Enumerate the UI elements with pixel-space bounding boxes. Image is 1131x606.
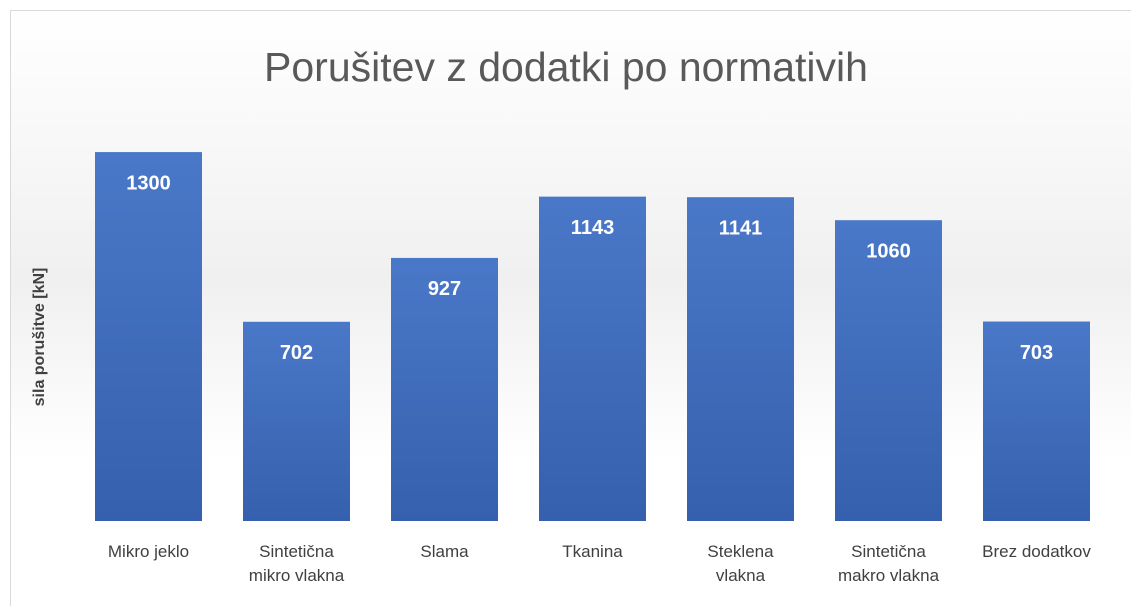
data-label: 1141 <box>719 217 762 239</box>
data-label: 1300 <box>126 172 171 194</box>
data-label: 702 <box>280 342 313 364</box>
bar <box>687 197 794 521</box>
bar <box>539 196 646 521</box>
bar <box>835 220 942 522</box>
x-tick-label: Slama <box>420 542 469 561</box>
chart-title: Porušitev z dodatki po normativih <box>264 44 868 90</box>
data-label: 927 <box>428 278 461 300</box>
data-label: 1143 <box>571 217 614 239</box>
bar <box>95 152 202 522</box>
data-label: 1060 <box>866 240 911 262</box>
bar <box>243 321 350 521</box>
bar <box>391 257 498 521</box>
x-tick-label: Sintetična makro vlakna <box>837 542 940 585</box>
x-tick-label: Tkanina <box>562 542 623 561</box>
x-tick-label: Mikro jeklo <box>107 542 190 561</box>
data-label: 703 <box>1020 342 1053 364</box>
bar <box>983 321 1090 521</box>
x-tick-label: Sintetična mikro vlakna <box>248 542 345 585</box>
x-tick-label: Brez dodatkov <box>982 542 1091 561</box>
y-axis-label: sila porušitve [kN] <box>31 268 48 407</box>
x-tick-label: Steklena vlakna <box>707 542 774 585</box>
